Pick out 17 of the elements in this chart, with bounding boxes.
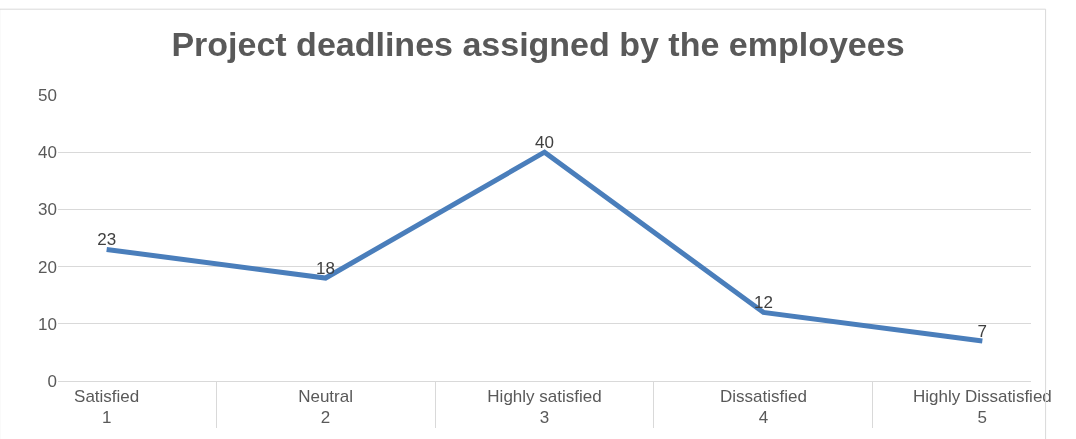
category-label: Neutral 2	[298, 387, 353, 428]
data-label: 18	[316, 258, 336, 278]
data-label: 40	[535, 132, 554, 152]
data-label: 23	[97, 230, 117, 250]
data-label: 7	[977, 321, 988, 341]
category-label: Highly satisfied 3	[487, 387, 602, 428]
y-tick-label: 30	[38, 200, 57, 220]
category-label: Dissatisfied 4	[719, 387, 807, 428]
data-label: 12	[753, 293, 773, 313]
category-label: Satisfied 1	[74, 387, 140, 428]
y-tick-label: 20	[38, 257, 57, 277]
category-label: Highly Dissatisfied 5	[912, 387, 1052, 428]
chart-title: Project deadlines assigned by the employees	[171, 24, 905, 63]
y-tick-label: 40	[38, 143, 57, 163]
y-tick-label: 50	[38, 85, 57, 105]
y-tick-label: 0	[47, 371, 57, 391]
y-tick-label: 10	[38, 314, 57, 334]
